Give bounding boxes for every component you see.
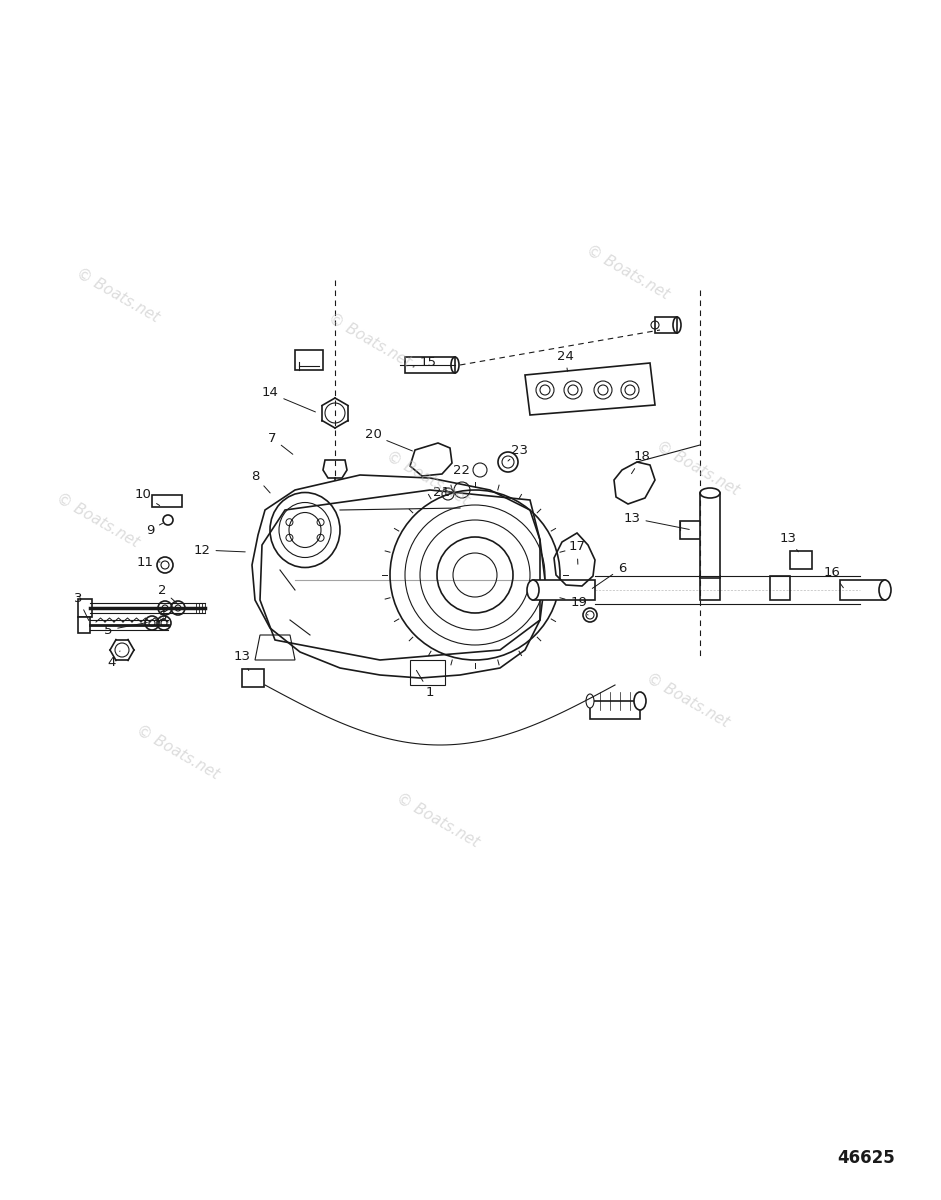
Text: 2: 2 <box>158 583 178 604</box>
Text: © Boats.net: © Boats.net <box>394 790 482 850</box>
Text: 6: 6 <box>592 562 626 588</box>
Bar <box>242 670 264 686</box>
Bar <box>78 599 92 617</box>
Ellipse shape <box>586 694 594 708</box>
Ellipse shape <box>634 692 646 710</box>
Text: © Boats.net: © Boats.net <box>74 265 162 325</box>
Bar <box>405 358 455 373</box>
Text: 8: 8 <box>251 469 270 493</box>
Bar <box>700 493 720 578</box>
Text: 17: 17 <box>568 540 585 564</box>
Text: 13: 13 <box>624 511 689 529</box>
Text: 9: 9 <box>146 523 163 536</box>
Bar <box>533 580 595 600</box>
Text: 3: 3 <box>73 592 88 620</box>
Bar <box>840 580 885 600</box>
Text: 18: 18 <box>631 450 650 474</box>
Text: © Boats.net: © Boats.net <box>644 670 732 730</box>
Text: 16: 16 <box>823 565 843 588</box>
Ellipse shape <box>879 580 891 600</box>
Text: 11: 11 <box>136 556 160 569</box>
Bar <box>680 521 702 539</box>
Bar <box>790 551 812 569</box>
Bar <box>295 350 323 370</box>
Text: © Boats.net: © Boats.net <box>583 242 672 302</box>
Text: © Boats.net: © Boats.net <box>134 722 222 782</box>
Text: 14: 14 <box>262 386 315 412</box>
Text: 21: 21 <box>434 486 451 498</box>
Text: 1: 1 <box>417 671 434 700</box>
Text: 12: 12 <box>194 544 246 557</box>
Text: 15: 15 <box>413 356 437 370</box>
Bar <box>152 494 182 506</box>
Ellipse shape <box>700 488 720 498</box>
Text: 19: 19 <box>570 596 588 614</box>
Text: 4: 4 <box>108 650 120 670</box>
Text: 20: 20 <box>364 428 412 451</box>
Text: 23: 23 <box>508 444 529 461</box>
Bar <box>770 576 790 600</box>
Bar <box>78 617 90 634</box>
Text: 46625: 46625 <box>837 1150 895 1166</box>
Bar <box>655 317 677 332</box>
Text: 5: 5 <box>159 610 167 623</box>
Text: 24: 24 <box>556 349 573 371</box>
Text: © Boats.net: © Boats.net <box>384 448 472 508</box>
Text: 5: 5 <box>104 623 148 636</box>
Text: 7: 7 <box>268 432 293 455</box>
Text: © Boats.net: © Boats.net <box>54 490 142 550</box>
Text: 22: 22 <box>454 464 470 482</box>
Text: 10: 10 <box>135 488 160 505</box>
Text: 13: 13 <box>233 650 250 671</box>
Text: © Boats.net: © Boats.net <box>326 310 414 370</box>
Text: © Boats.net: © Boats.net <box>654 438 742 498</box>
Text: 13: 13 <box>779 532 798 552</box>
Bar <box>700 576 720 600</box>
Ellipse shape <box>527 580 539 600</box>
Bar <box>590 701 640 719</box>
